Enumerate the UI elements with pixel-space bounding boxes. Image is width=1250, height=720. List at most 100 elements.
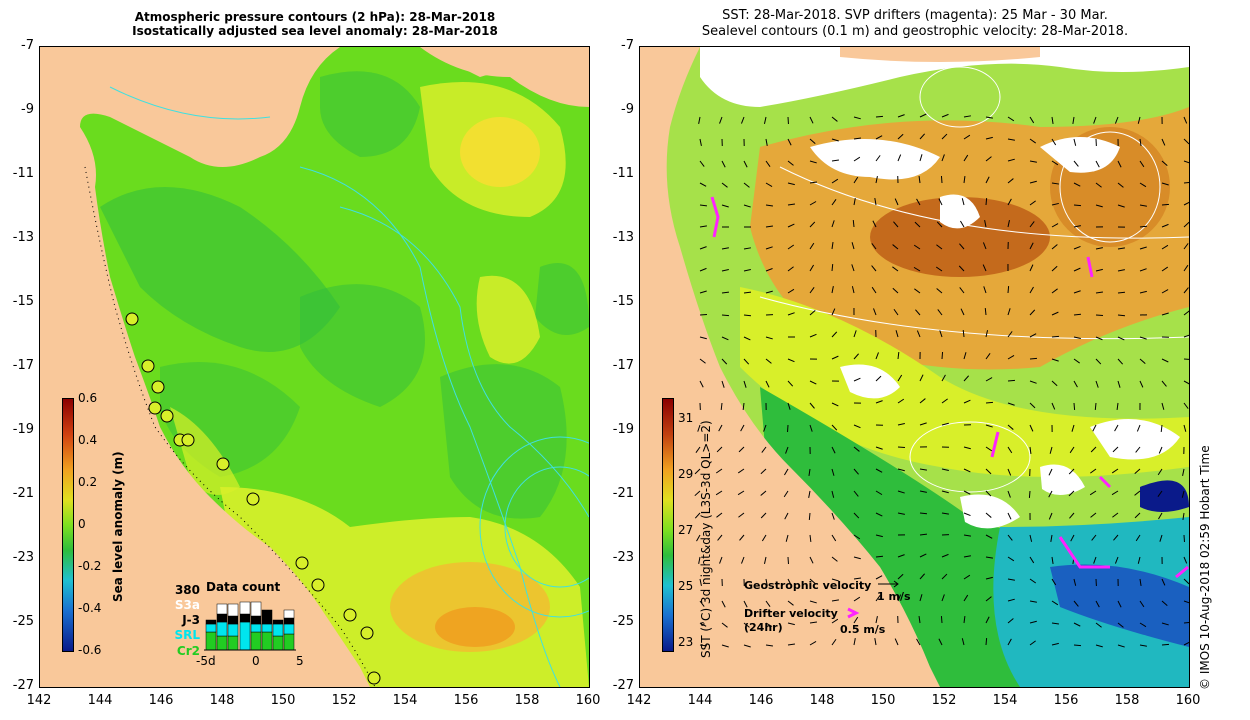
- lon-tick-label: 156: [1053, 693, 1079, 708]
- lat-tick-label: -9: [21, 102, 34, 117]
- left-map-title: Atmospheric pressure contours (2 hPa): 2…: [40, 10, 590, 38]
- velocity-arrow: [809, 116, 814, 124]
- velocity-arrow: [1183, 243, 1189, 250]
- velocity-arrow: [765, 600, 771, 607]
- velocity-arrow: [809, 201, 817, 206]
- velocity-arrow: [1183, 182, 1189, 184]
- lon-tick-label: 144: [87, 693, 113, 708]
- velocity-arrow: [1095, 336, 1103, 341]
- velocity-arrow: [741, 116, 745, 124]
- velocity-arrow: [1139, 290, 1147, 294]
- velocity-arrow: [936, 288, 943, 294]
- velocity-arrow: [1029, 620, 1037, 624]
- velocity-arrow: [696, 534, 701, 542]
- lat-tick-label: -23: [612, 550, 634, 565]
- velocity-arrow: [831, 402, 839, 407]
- velocity-arrow: [984, 220, 987, 228]
- lon-tick-label: 144: [687, 693, 713, 708]
- velocity-arrow: [853, 556, 861, 560]
- velocity-arrow: [743, 204, 751, 208]
- velocity-arrow: [941, 113, 949, 118]
- lon-tick-label: 148: [809, 693, 835, 708]
- velocity-arrow: [1007, 331, 1013, 338]
- velocity-arrow: [1095, 644, 1103, 648]
- velocity-arrow: [1183, 221, 1189, 228]
- velocity-arrow: [985, 446, 993, 452]
- velocity-arrow: [699, 600, 705, 607]
- velocity-arrow: [1073, 402, 1076, 411]
- velocity-arrow: [1183, 641, 1189, 646]
- sea-level-anomaly-map: [39, 46, 590, 688]
- data-count-max: 380: [174, 583, 200, 597]
- velocity-arrow: [985, 377, 993, 382]
- data-count-axis-start: -5d: [196, 654, 216, 668]
- velocity-arrow: [1007, 285, 1010, 294]
- velocity-arrow: [1051, 556, 1054, 564]
- velocity-arrow: [982, 264, 987, 272]
- geostrophic-velocity-arrows: [694, 113, 1189, 648]
- data-count-title: Data count: [206, 580, 281, 594]
- velocity-arrow: [1089, 490, 1097, 496]
- velocity-arrow: [1137, 116, 1141, 124]
- velocity-arrow: [1095, 380, 1099, 388]
- velocity-arrow: [740, 424, 745, 432]
- colorbar-tick-label: 25: [678, 579, 694, 593]
- velocity-arrow: [1095, 160, 1100, 168]
- velocity-arrow: [809, 578, 816, 584]
- velocity-arrow: [743, 600, 748, 608]
- velocity-arrow: [1073, 622, 1081, 627]
- velocity-arrow: [1139, 138, 1142, 146]
- velocity-arrow: [941, 594, 945, 602]
- velocity-arrow: [985, 401, 994, 404]
- velocity-arrow: [871, 286, 877, 294]
- velocity-arrow: [808, 490, 811, 498]
- velocity-arrow: [892, 244, 899, 250]
- velocity-arrow: [1090, 512, 1097, 518]
- lon-tick-label: 152: [331, 693, 357, 708]
- velocity-arrow: [1007, 402, 1015, 406]
- velocity-arrow: [1117, 182, 1124, 188]
- velocity-arrow: [941, 553, 949, 558]
- velocity-arrow: [961, 638, 965, 646]
- lat-tick-label: -25: [12, 614, 34, 629]
- velocity-arrow: [1051, 288, 1058, 294]
- velocity-arrow: [1139, 246, 1147, 250]
- velocity-arrow: [761, 534, 767, 542]
- velocity-arrow: [741, 556, 745, 564]
- velocity-arrow: [1111, 468, 1119, 474]
- velocity-arrow: [963, 468, 971, 473]
- velocity-arrow: [893, 221, 899, 228]
- velocity-arrow: [1007, 178, 1014, 184]
- velocity-arrow: [831, 331, 838, 338]
- velocity-arrow: [985, 424, 993, 428]
- velocity-arrow: [809, 600, 817, 604]
- velocity-arrow: [1182, 468, 1185, 476]
- velocity-arrow: [897, 398, 905, 404]
- velocity-arrow: [913, 244, 921, 250]
- velocity-arrow: [1139, 380, 1144, 388]
- velocity-arrow: [941, 154, 945, 162]
- velocity-arrow: [1161, 358, 1169, 363]
- velocity-arrow: [852, 219, 855, 228]
- velocity-arrow: [1161, 160, 1168, 166]
- velocity-arrow: [1161, 622, 1169, 626]
- velocity-arrow: [853, 377, 861, 382]
- velocity-arrow: [853, 424, 861, 429]
- velocity-arrow: [1029, 424, 1034, 432]
- velocity-arrow: [875, 155, 881, 162]
- velocity-arrow: [1051, 402, 1056, 410]
- velocity-arrow: [853, 137, 862, 140]
- velocity-arrow: [1161, 289, 1169, 294]
- velocity-arrow: [959, 287, 965, 294]
- velocity-arrow: [1007, 198, 1012, 206]
- velocity-arrow: [875, 534, 883, 538]
- velocity-arrow: [1139, 204, 1147, 207]
- velocity-arrow: [763, 424, 767, 432]
- velocity-arrow: [892, 266, 899, 272]
- velocity-arrow: [1029, 264, 1034, 272]
- lon-tick-label: 160: [1175, 693, 1201, 708]
- velocity-arrow: [743, 358, 750, 365]
- velocity-arrow: [1029, 200, 1036, 206]
- velocity-arrow: [809, 287, 815, 294]
- colorbar-tick-label: -0.4: [78, 601, 102, 615]
